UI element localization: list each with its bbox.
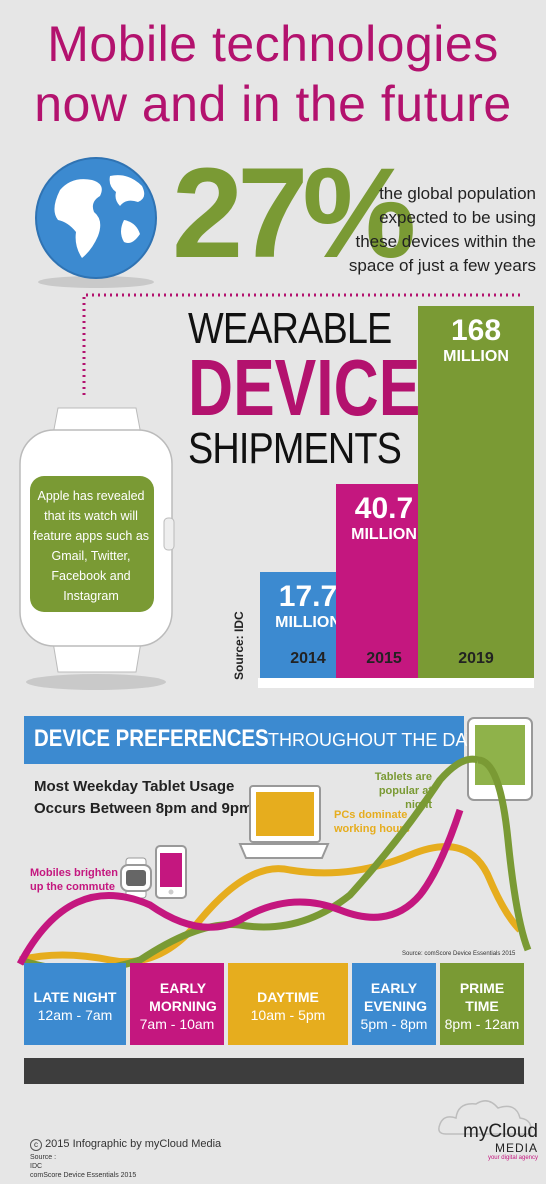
copyright-text: 2015 Infographic by myCloud Media xyxy=(45,1138,222,1150)
bar-2019-value: 168 xyxy=(450,314,502,347)
tablet-curve-tail xyxy=(477,756,532,952)
globe-icon xyxy=(35,157,157,288)
slot-early-evening: EARLY EVENING 5pm - 8pm xyxy=(352,963,436,1045)
bar-2015-unit: MILLION xyxy=(351,526,417,543)
tablets-note-line: Tablets are xyxy=(374,771,432,783)
prefs-banner-rest: THROUGHOUT THE DAY xyxy=(268,730,479,750)
prefs-banner-bold: DEVICE PREFERENCES xyxy=(34,725,269,752)
wearable-title-3: SHIPMENTS xyxy=(188,424,402,473)
tablet-curve xyxy=(18,755,480,974)
logo-sub: MEDIA xyxy=(494,1141,538,1155)
mobiles-note-line: up the commute xyxy=(30,881,115,893)
pcs-note-line: working hours xyxy=(334,823,410,835)
stat-line: these devices within the xyxy=(355,232,537,251)
slot-time: 5pm - 8pm xyxy=(360,1016,428,1032)
dark-divider-bar xyxy=(24,1058,524,1084)
slot-time: 7am - 10am xyxy=(139,1016,215,1032)
phone-icon xyxy=(155,845,187,899)
wearable-title-1: WEARABLE xyxy=(188,304,392,353)
title-line-1: Mobile technologies xyxy=(47,16,499,72)
usage-line: Occurs Between 8pm and 9pm xyxy=(34,800,253,817)
prefs-banner: DEVICE PREFERENCES THROUGHOUT THE DAY xyxy=(24,716,478,764)
bar-2015-value: 40.7 xyxy=(354,492,414,525)
pc-curve xyxy=(19,843,523,966)
title-line-2: now and in the future xyxy=(34,76,512,132)
mobiles-note: Mobiles brighten up the commute xyxy=(30,866,118,894)
copyright-icon: c xyxy=(30,1139,42,1151)
bar-2019: 168 MILLION 2019 xyxy=(418,306,534,678)
pcs-note-line: PCs dominate xyxy=(334,809,408,821)
slot-name: EARLY EVENING xyxy=(364,980,428,1014)
laptop-icon xyxy=(238,785,330,859)
slot-early-morning: EARLY MORNING 7am - 10am xyxy=(130,963,224,1045)
slot-time: 12am - 7am xyxy=(37,1007,113,1023)
stat-description: the global population expected to be usi… xyxy=(326,182,536,278)
tablet-icon xyxy=(467,717,533,801)
bar-2019-unit: MILLION xyxy=(443,348,509,365)
stat-line: space of just a few years xyxy=(348,256,536,275)
slot-time: 10am - 5pm xyxy=(250,1007,326,1023)
chart-base xyxy=(258,678,534,688)
page-title: Mobile technologies now and in the futur… xyxy=(0,14,546,134)
stat-line: expected to be using xyxy=(379,208,536,227)
slot-time: 8pm - 12am xyxy=(444,1016,520,1032)
mobiles-note-line: Mobiles brighten xyxy=(30,867,118,879)
cloud-logo-icon xyxy=(438,1100,532,1135)
small-watch-icon xyxy=(120,857,152,899)
logo-main: myCloud xyxy=(463,1121,538,1142)
wearable-source: Source: IDC xyxy=(232,611,246,680)
mobile-curve xyxy=(16,808,464,966)
bar-2014-unit: MILLION xyxy=(275,614,341,631)
slot-name: PRIME TIME xyxy=(459,980,505,1014)
slot-late-night: LATE NIGHT 12am - 7am xyxy=(24,963,126,1045)
wearable-title-2: DEVICE xyxy=(188,343,421,432)
slot-name: DAYTIME xyxy=(257,989,319,1005)
prefs-source: Source: comScore Device Essentials 2015 xyxy=(402,951,516,957)
prefs-banner-text: DEVICE PREFERENCES xyxy=(34,725,310,753)
mycloud-logo: myCloud MEDIA your digital agency xyxy=(452,1122,538,1162)
bar-2014-year: 2014 xyxy=(290,650,326,667)
footer-sources: Source : IDC comScore Device Essentials … xyxy=(30,1153,136,1180)
stat-percent: 27% xyxy=(172,142,416,285)
bar-2015: 40.7 MILLION 2015 xyxy=(336,484,432,678)
usage-text: Most Weekday Tablet Usage Occurs Between… xyxy=(34,776,252,820)
bar-2015-year: 2015 xyxy=(366,650,402,667)
logo-tag: your digital agency xyxy=(487,1155,538,1161)
smartwatch-icon xyxy=(19,407,175,690)
stat-line: the global population xyxy=(379,184,536,203)
footer-copyright: c 2015 Infographic by myCloud Media xyxy=(30,1138,221,1151)
bar-2019-year: 2019 xyxy=(458,650,494,667)
source-label: Source : xyxy=(30,1154,57,1161)
bar-2014-value: 17.7 xyxy=(278,580,338,613)
usage-line: Most Weekday Tablet Usage xyxy=(34,778,235,795)
slot-daytime: DAYTIME 10am - 5pm xyxy=(228,963,348,1045)
slot-prime-time: PRIME TIME 8pm - 12am xyxy=(440,963,524,1045)
dotted-connector xyxy=(82,293,520,395)
pcs-note: PCs dominate working hours xyxy=(334,808,410,836)
source-item: comScore Device Essentials 2015 xyxy=(30,1172,137,1179)
watch-text: Apple has revealed that its watch will f… xyxy=(32,489,150,603)
usage-curves xyxy=(16,755,532,974)
tablets-note: Tablets are popular at night xyxy=(360,770,432,812)
slot-name: EARLY MORNING xyxy=(149,980,217,1014)
slot-name: LATE NIGHT xyxy=(33,989,117,1005)
source-item: IDC xyxy=(30,1163,43,1170)
